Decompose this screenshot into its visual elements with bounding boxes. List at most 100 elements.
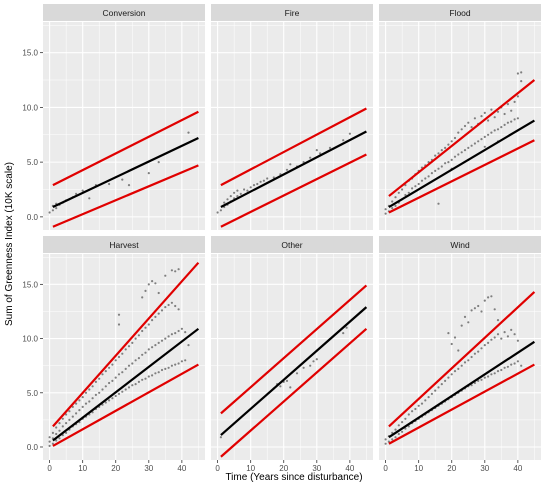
data-point — [473, 117, 476, 120]
data-point — [88, 197, 91, 200]
data-point — [397, 191, 400, 194]
data-point — [121, 390, 124, 393]
data-point — [467, 359, 470, 362]
data-point — [487, 133, 490, 136]
data-point — [147, 172, 150, 175]
data-point — [414, 185, 417, 188]
data-point — [252, 184, 256, 187]
data-point — [319, 152, 322, 155]
data-point — [55, 439, 58, 442]
x-tick-label: 40 — [345, 464, 354, 473]
data-point — [239, 192, 242, 195]
data-point — [147, 283, 150, 286]
data-point — [460, 324, 463, 327]
data-point — [384, 208, 387, 211]
data-point — [266, 177, 269, 180]
data-point — [480, 378, 483, 381]
data-point — [463, 315, 467, 318]
data-point — [345, 326, 348, 329]
panel-background — [43, 22, 205, 230]
x-tick-label: 40 — [513, 464, 522, 473]
data-point — [108, 381, 111, 385]
data-point — [480, 138, 483, 141]
data-point — [289, 163, 292, 166]
data-point — [467, 121, 470, 124]
data-point — [496, 110, 500, 113]
data-point — [387, 440, 390, 443]
y-axis-title: Sum of Greenness Index (10K scale) — [4, 162, 15, 326]
facet-strip — [43, 236, 205, 253]
data-point — [151, 374, 154, 377]
data-point — [473, 352, 476, 355]
data-point — [160, 368, 164, 372]
lower-bound-line — [220, 153, 367, 228]
data-point — [397, 424, 400, 427]
data-point — [483, 376, 486, 379]
x-tick-label: 20 — [447, 464, 456, 473]
data-point — [246, 189, 249, 192]
data-point — [506, 365, 509, 368]
data-point — [417, 182, 420, 186]
data-point — [55, 207, 58, 210]
data-point — [167, 366, 170, 369]
data-point — [180, 327, 183, 330]
facet-strip — [43, 4, 205, 21]
data-point — [58, 437, 61, 440]
data-point — [295, 372, 299, 375]
data-point — [483, 135, 486, 138]
data-point — [453, 370, 457, 373]
data-point — [170, 301, 173, 304]
data-point — [167, 303, 170, 307]
data-point — [315, 358, 318, 361]
x-tick-label: 30 — [480, 464, 489, 473]
data-point — [394, 196, 397, 199]
lower-bound-line — [52, 164, 199, 228]
data-point — [78, 399, 81, 402]
data-point — [394, 204, 397, 207]
data-point — [157, 341, 160, 344]
data-point — [151, 280, 154, 283]
data-point — [309, 156, 312, 159]
lower-bound-line — [220, 327, 368, 458]
data-point — [447, 376, 450, 379]
data-point — [121, 371, 124, 374]
data-point — [309, 364, 312, 367]
fit-line — [52, 137, 199, 209]
data-point — [397, 432, 400, 436]
data-point — [114, 376, 117, 379]
data-point — [174, 363, 177, 366]
x-tick-label: 10 — [414, 464, 423, 473]
data-point — [104, 385, 107, 388]
facet-strip-label: Flood — [449, 8, 471, 18]
data-point — [510, 109, 513, 112]
data-point — [503, 331, 506, 334]
data-point — [342, 332, 345, 335]
data-point — [58, 429, 61, 432]
data-point — [500, 337, 503, 340]
data-point — [440, 383, 443, 386]
data-point — [144, 351, 147, 354]
data-point — [174, 332, 177, 335]
facet-panel-wind: Wind 0 10 20 30 40 — [379, 236, 541, 473]
data-point — [513, 333, 516, 336]
data-point — [147, 375, 150, 378]
data-point — [493, 308, 496, 311]
data-point — [520, 364, 523, 367]
data-point — [427, 175, 430, 178]
data-point — [496, 333, 500, 336]
data-point — [487, 119, 490, 122]
data-point — [58, 422, 61, 425]
data-point — [48, 440, 51, 443]
data-point — [157, 371, 160, 374]
data-point — [108, 366, 111, 369]
data-point — [463, 149, 467, 152]
data-point — [391, 207, 394, 210]
data-point — [460, 364, 463, 367]
data-point — [65, 422, 68, 425]
data-point — [55, 426, 58, 429]
data-point — [483, 344, 486, 347]
data-point — [394, 436, 397, 439]
facet-strip-label: Wind — [450, 240, 470, 250]
data-point — [134, 359, 137, 362]
data-point — [124, 388, 127, 391]
